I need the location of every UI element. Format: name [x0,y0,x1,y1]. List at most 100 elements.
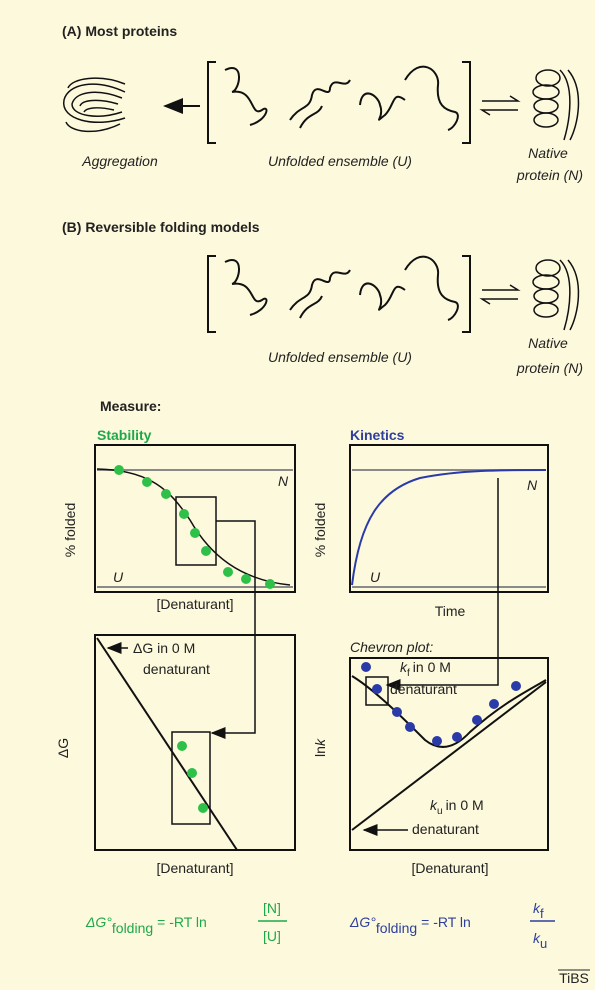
plot-frame [349,444,549,593]
zoom-box [175,496,217,566]
shape [535,259,561,277]
shape [177,741,187,751]
equilibrium-arrows [479,284,521,305]
equation-text: ΔG°folding = -RT ln [349,914,471,936]
shape [472,715,482,725]
annotation: ku in 0 M [430,797,484,817]
zoom-box [365,676,389,706]
annotation: ΔG in 0 M [133,640,195,656]
shape [114,465,124,475]
shape [223,567,233,577]
shape [559,259,580,331]
shape [392,707,402,717]
equation-text: ΔG°folding = -RT ln [85,914,207,936]
shape [533,112,559,128]
text-part: = -RT ln [157,914,207,930]
x-axis-label: [Denaturant] [411,860,488,876]
arrow [210,520,256,739]
y-axis-label: % folded [62,503,78,557]
label: N [278,473,289,489]
shape [511,681,521,691]
data-points [177,741,208,813]
text-part: f [407,668,410,679]
text-part: ΔG° [349,914,376,930]
plot-frame [349,657,549,851]
shape [179,509,189,519]
shape [265,579,275,589]
shape [224,67,268,126]
shape [198,803,208,813]
denominator: ku [533,930,547,951]
label: U [113,569,124,585]
zoom-box [171,731,211,825]
shape [482,284,521,291]
shape [432,736,442,746]
shape [559,69,580,141]
numerator: kf [533,900,544,921]
annotation: denaturant [143,661,210,677]
text-part: in 0 M [446,797,484,813]
label: Aggregation [81,153,158,169]
plot-frame [94,634,296,851]
text-part: u [437,806,443,817]
shape [405,722,415,732]
shape [452,732,462,742]
text-part: k [430,797,438,813]
x-axis-label: Time [435,603,466,619]
curve [96,468,291,586]
annotation: kf in 0 M [400,659,451,679]
shape [71,91,123,117]
text-part: k [400,659,408,675]
shape [187,768,197,778]
shape [161,489,171,499]
panel-title: (A) Most proteins [62,23,177,39]
x-axis-label: [Denaturant] [156,860,233,876]
annotation: denaturant [390,681,457,697]
shape [142,477,152,487]
chevron-curve [351,675,547,748]
shape [479,109,518,116]
shape [299,295,323,319]
shape [535,69,561,87]
label: Unfolded ensemble (U) [268,153,412,169]
shape [67,77,126,89]
section-title: Measure: [100,398,161,414]
text-part: k [312,738,328,746]
shape [241,574,251,584]
y-axis-label: % folded [312,503,328,557]
shape [359,282,406,311]
section-title: Kinetics [350,427,405,443]
shape [489,699,499,709]
text-part: folding [112,920,153,936]
shape [190,528,200,538]
text-part: = -RT ln [421,914,471,930]
label: Native [528,335,568,351]
x-axis-label: [Denaturant] [156,596,233,612]
fit-line [351,681,547,831]
shape [207,255,216,333]
shape [201,546,211,556]
shape [462,255,471,333]
label: U [370,569,381,585]
equation-kinetics: ΔG°folding = -RT ln kf ku [349,900,555,951]
shape [479,298,518,305]
shape [462,61,471,144]
shape [299,105,323,129]
shape [79,99,119,107]
unfolded-ensemble [207,61,471,144]
arrow [385,478,499,691]
shape [404,65,459,131]
shape [359,92,406,121]
shape [65,121,121,133]
shape [289,79,351,121]
native-protein [532,259,580,331]
panel-title: (B) Reversible folding models [62,219,260,235]
shape [372,684,382,694]
equation-stability: ΔG°folding = -RT ln [N] [U] [85,900,287,944]
aggregate [63,77,126,133]
label: Unfolded ensemble (U) [268,349,412,365]
shape [63,83,126,124]
text-part: k [533,930,541,946]
